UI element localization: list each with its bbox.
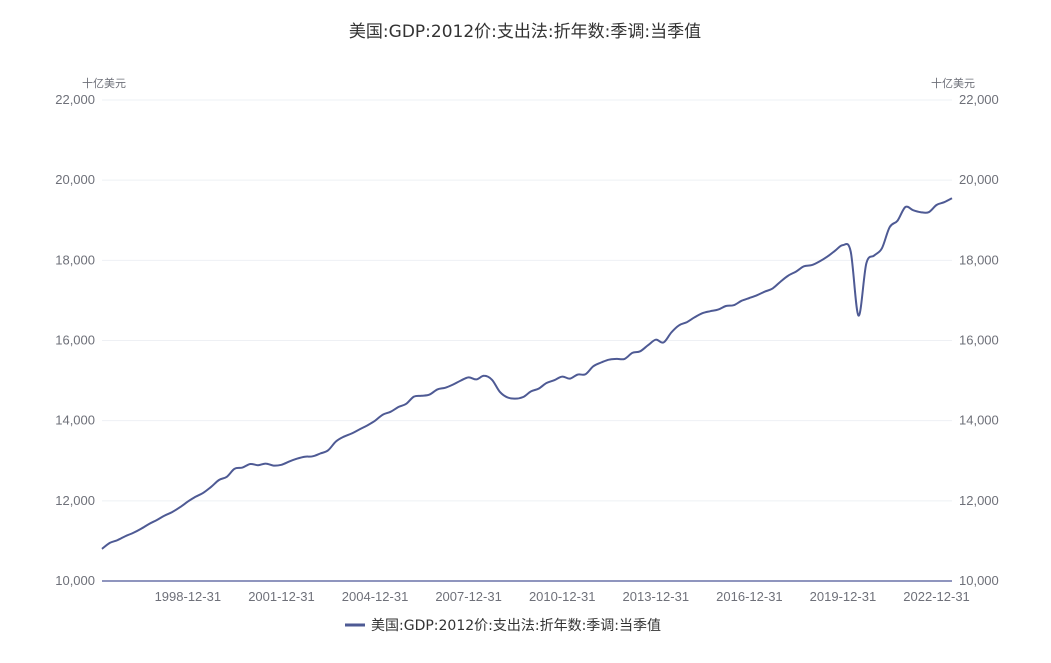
legend[interactable]: 美国:GDP:2012价:支出法:折年数:季调:当季值: [345, 618, 661, 634]
x-axis: 1998-12-31 2001-12-31 2004-12-31 2007-12-31…: [102, 580, 970, 604]
x-tick-label: 2007-12-31: [435, 589, 502, 604]
y-right-tick-label: 18,000: [959, 252, 999, 267]
gridlines: [102, 99, 952, 502]
series-line-0: [101, 197, 953, 550]
legend-label: 美国:GDP:2012价:支出法:折年数:季调:当季值: [371, 618, 661, 634]
y-left-tick-label: 22,000: [55, 92, 95, 107]
x-tick-label: 2010-12-31: [529, 589, 596, 604]
y-left-tick-label: 12,000: [55, 493, 95, 508]
y-right-tick-label: 16,000: [959, 333, 999, 348]
y-right-tick-label: 20,000: [959, 172, 999, 187]
x-tick-label: 2013-12-31: [623, 589, 690, 604]
y-right-tick-label: 22,000: [959, 92, 999, 107]
left-axis-unit: 十亿美元: [82, 76, 126, 90]
x-tick-label: 2022-12-31: [903, 589, 970, 604]
x-tick-label: 2019-12-31: [810, 589, 877, 604]
y-right-tick-label: 12,000: [959, 493, 999, 508]
y-right-tick-label: 10,000: [959, 573, 999, 588]
y-left-tick-label: 18,000: [55, 252, 95, 267]
y-left-tick-label: 10,000: [55, 573, 95, 588]
x-tick-label: 1998-12-31: [155, 589, 222, 604]
chart-title: 美国:GDP:2012价:支出法:折年数:季调:当季值: [349, 22, 701, 42]
right-axis-unit: 十亿美元: [931, 76, 975, 90]
x-tick-label: 2016-12-31: [716, 589, 783, 604]
y-left-tick-label: 20,000: [55, 172, 95, 187]
series-group: [101, 197, 953, 550]
left-y-axis: 22,000 20,000 18,000 16,000 14,000 12,000 10,0…: [55, 92, 95, 588]
right-y-axis: 22,000 20,000 18,000 16,000 14,000 12,000 10,0…: [959, 92, 999, 588]
y-right-tick-label: 14,000: [959, 413, 999, 428]
y-left-tick-label: 16,000: [55, 333, 95, 348]
y-left-tick-label: 14,000: [55, 413, 95, 428]
x-tick-label: 2004-12-31: [342, 589, 409, 604]
x-tick-label: 2001-12-31: [248, 589, 315, 604]
